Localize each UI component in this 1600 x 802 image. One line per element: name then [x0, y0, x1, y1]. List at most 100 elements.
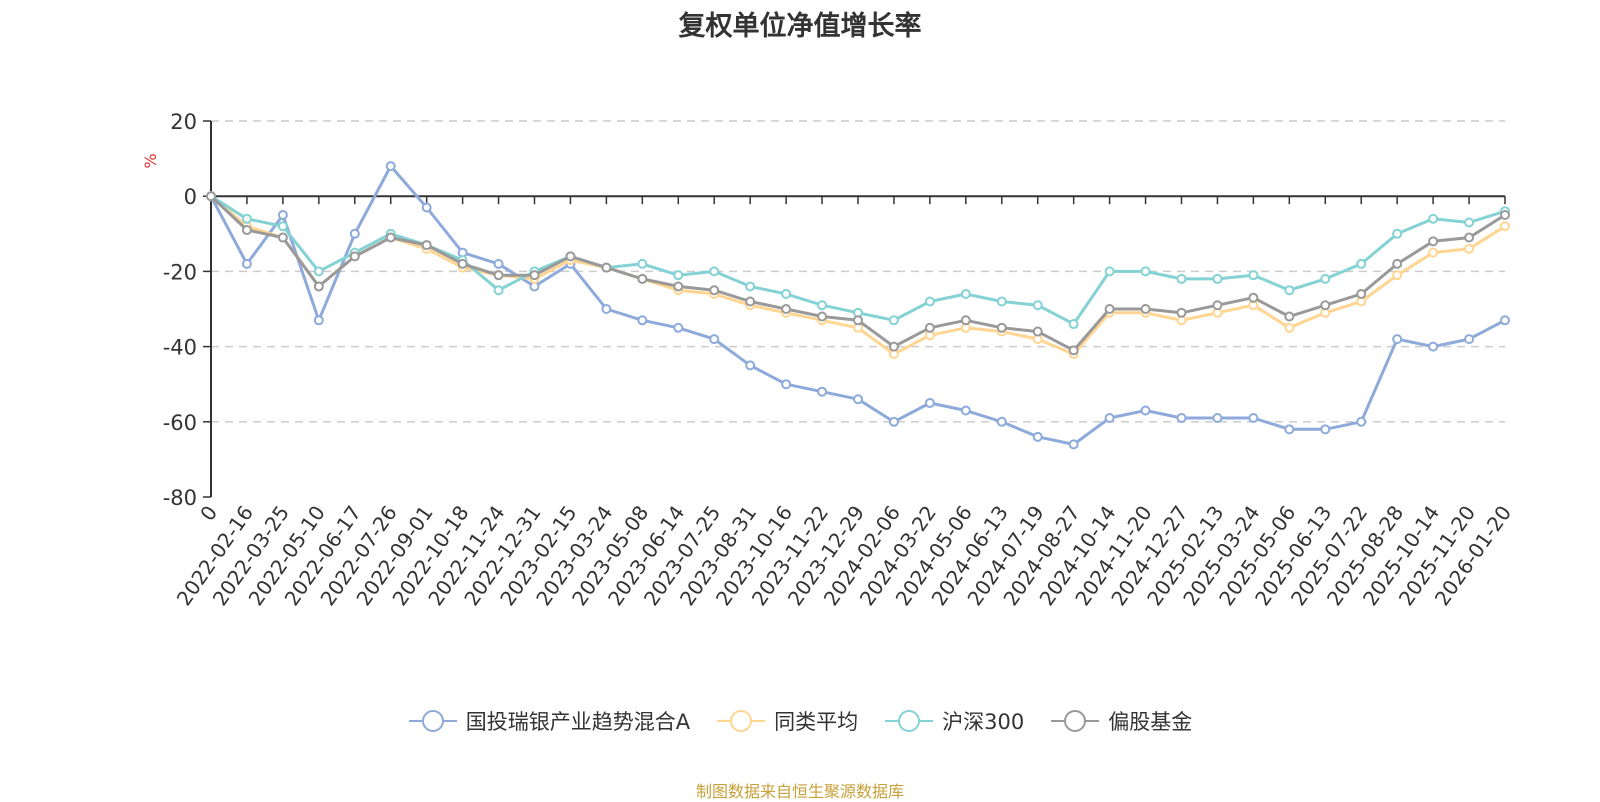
data-point [1464, 232, 1475, 243]
data-point [637, 315, 648, 326]
data-point [781, 304, 792, 314]
y-tick-label: -80 [163, 486, 197, 510]
legend-line-circle-icon [1051, 710, 1100, 732]
data-point [1212, 300, 1223, 311]
data-point [1428, 341, 1439, 352]
y-tick-label: 0 [184, 185, 197, 209]
data-point [1284, 311, 1295, 322]
data-point [1140, 266, 1151, 277]
data-point [745, 360, 756, 371]
data-point [1248, 292, 1259, 303]
data-point [1248, 413, 1259, 424]
legend-line-circle-icon [885, 710, 934, 732]
data-point [673, 322, 684, 333]
data-point [673, 281, 684, 292]
data-point [206, 191, 216, 202]
data-point [1068, 345, 1079, 356]
data-point [709, 266, 720, 277]
legend: 国投瑞银产业趋势混合A 同类平均 沪深300 偏股基金 [0, 706, 1600, 736]
data-point [1428, 213, 1439, 224]
data-point [817, 311, 828, 322]
data-point [817, 386, 828, 397]
data-point [385, 161, 396, 172]
x-tick-label: 0 [195, 501, 222, 525]
data-point [1320, 424, 1331, 435]
data-point [1320, 273, 1331, 284]
data-point [781, 288, 792, 299]
data-point [277, 232, 288, 243]
data-point [1212, 273, 1223, 284]
data-point [924, 398, 935, 408]
data-point [1104, 413, 1115, 424]
data-point [996, 416, 1007, 427]
data-point [1392, 228, 1403, 239]
data-point [745, 281, 756, 292]
legend-item[interactable]: 沪深300 [884, 706, 1024, 736]
data-point [421, 202, 432, 213]
data-point [1356, 288, 1367, 299]
data-point [924, 296, 935, 307]
data-point [1356, 416, 1367, 427]
data-point [1500, 315, 1510, 326]
y-tick-label: -40 [163, 336, 197, 360]
data-point [493, 270, 504, 281]
legend-line-circle-icon [717, 710, 766, 732]
series-lines [206, 161, 1510, 450]
data-point [1500, 210, 1510, 220]
data-point [1068, 439, 1079, 450]
data-point [529, 270, 540, 281]
data-point [996, 322, 1007, 333]
data-point [1392, 270, 1403, 281]
legend-item[interactable]: 同类平均 [716, 706, 858, 736]
data-point [385, 232, 396, 243]
data-point [1284, 285, 1295, 296]
data-point [888, 341, 899, 352]
data-point [493, 285, 504, 296]
axis-labels: 200-20-40-60-80%02022-02-162022-03-25202… [141, 110, 1516, 610]
data-point [1032, 431, 1043, 442]
data-point [888, 416, 899, 427]
data-point [601, 304, 612, 314]
axes [203, 120, 1506, 498]
source-note: 制图数据来自恒生聚源数据库 [695, 782, 904, 801]
data-point [1068, 319, 1079, 330]
series-0 [206, 161, 1510, 450]
data-point [637, 258, 648, 269]
legend-label: 同类平均 [774, 710, 859, 734]
data-point [1104, 266, 1115, 277]
legend-item[interactable]: 偏股基金 [1050, 706, 1192, 736]
legend-item[interactable]: 国投瑞银产业趋势混合A [408, 706, 690, 736]
data-point [781, 379, 792, 390]
data-point [709, 285, 720, 296]
legend-label: 国投瑞银产业趋势混合A [465, 710, 691, 734]
data-point [1176, 273, 1187, 284]
data-point [1500, 221, 1510, 232]
data-point [313, 315, 324, 326]
data-point [709, 334, 720, 345]
data-point [1464, 217, 1475, 228]
data-point [1104, 304, 1115, 314]
data-point [493, 258, 504, 269]
data-point [1428, 236, 1439, 247]
data-point [1032, 300, 1043, 311]
series-line [210, 194, 1506, 326]
data-point [349, 228, 360, 239]
data-point [277, 210, 288, 220]
data-point [1464, 334, 1475, 345]
line-chart: 200-20-40-60-80%02022-02-162022-03-25202… [141, 110, 1516, 610]
data-point [1356, 258, 1367, 269]
data-point [996, 296, 1007, 307]
y-axis-label: % [141, 153, 160, 168]
data-point [1392, 334, 1403, 345]
y-tick-label: -60 [163, 411, 197, 435]
data-point [601, 262, 612, 273]
data-point [853, 315, 863, 326]
data-point [241, 213, 252, 224]
data-point [1032, 326, 1043, 337]
data-point [960, 315, 971, 326]
data-point [924, 322, 935, 333]
data-point [1140, 304, 1151, 314]
data-point [457, 258, 468, 269]
data-point [241, 258, 252, 269]
data-point [1176, 307, 1187, 318]
